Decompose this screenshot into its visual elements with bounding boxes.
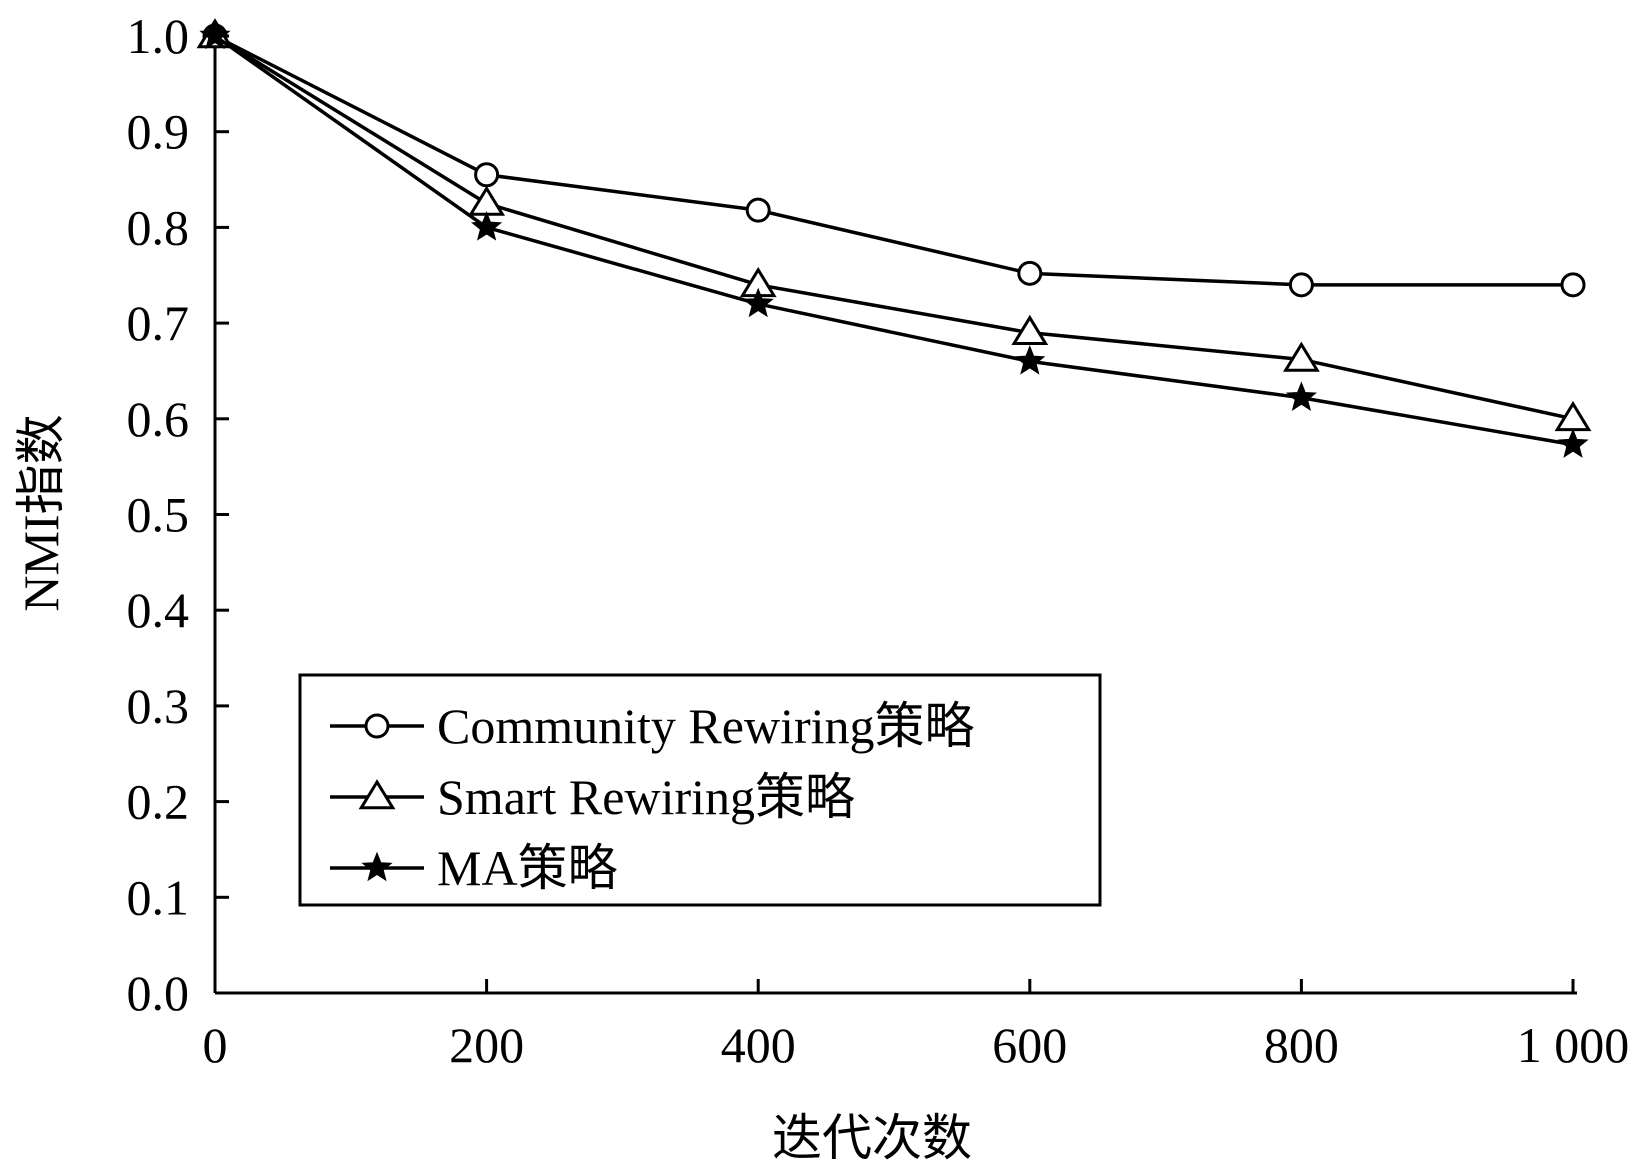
star-marker xyxy=(471,211,503,241)
legend: Community Rewiring策略 Smart Rewiring策略 MA策略 xyxy=(298,673,1102,907)
circle-marker xyxy=(1560,272,1586,298)
series-line xyxy=(214,34,1574,421)
star-marker xyxy=(742,287,774,318)
circle-marker xyxy=(1017,260,1043,286)
y-tick-label: 0.7 xyxy=(127,295,190,351)
legend-label: MA策略 xyxy=(437,840,618,896)
x-tick-label: 200 xyxy=(449,1017,524,1073)
star-marker xyxy=(1014,345,1046,375)
y-tick-label: 0.5 xyxy=(127,487,190,543)
circle-marker xyxy=(1288,272,1314,298)
circle-marker xyxy=(745,197,771,223)
series-circle xyxy=(202,23,1586,298)
x-tick-label: 800 xyxy=(1264,1017,1339,1073)
x-axis-ticks: 0 200 400 600 800 1 000 xyxy=(203,979,1630,1073)
y-axis-title: NMI指数 xyxy=(13,414,69,611)
y-tick-label: 0.3 xyxy=(127,678,190,734)
x-tick-label: 600 xyxy=(992,1017,1067,1073)
legend-triangle-marker xyxy=(358,779,396,810)
legend-circle-marker xyxy=(364,713,390,739)
x-tick-label: 0 xyxy=(203,1017,228,1073)
y-tick-label: 0.6 xyxy=(127,391,190,447)
x-tick-label: 1 000 xyxy=(1517,1017,1630,1073)
series-layer xyxy=(196,18,1592,458)
series-star xyxy=(199,19,1589,458)
y-tick-label: 0.0 xyxy=(127,965,190,1021)
legend-label: Community Rewiring策略 xyxy=(437,698,975,754)
triangle-marker xyxy=(1011,314,1049,345)
y-tick-label: 0.9 xyxy=(127,104,190,160)
legend-star-marker xyxy=(361,851,393,882)
legend-label: Smart Rewiring策略 xyxy=(437,769,855,825)
y-tick-label: 0.4 xyxy=(127,582,190,638)
triangle-marker xyxy=(468,185,506,216)
star-marker xyxy=(1285,381,1317,411)
y-tick-label: 1.0 xyxy=(127,8,190,64)
legend-box xyxy=(298,673,1102,907)
series-line xyxy=(214,34,1573,287)
series-triangle xyxy=(196,18,1592,432)
y-tick-label: 0.8 xyxy=(127,199,190,255)
triangle-marker xyxy=(1282,341,1320,372)
y-tick-label: 0.2 xyxy=(127,774,190,830)
circle-marker xyxy=(474,162,500,188)
y-tick-label: 0.1 xyxy=(127,869,190,925)
x-tick-label: 400 xyxy=(721,1017,796,1073)
y-axis-ticks: 0.0 0.1 0.2 0.3 0.4 0.5 0.6 0.7 0.8 0.9 1.0 xyxy=(127,8,229,1021)
x-axis-title: 迭代次数 xyxy=(772,1110,972,1166)
star-marker xyxy=(199,19,231,50)
series-line xyxy=(213,34,1574,447)
star-marker xyxy=(1557,428,1589,458)
